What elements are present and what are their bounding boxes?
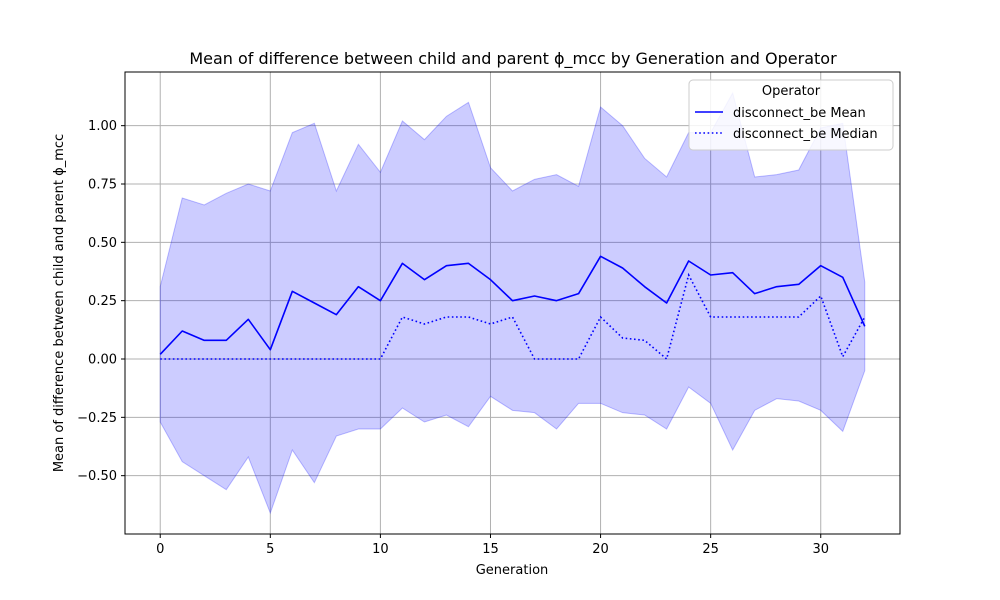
x-tick-label: 20: [592, 542, 609, 557]
legend-label-mean: disconnect_be Mean: [733, 106, 866, 121]
x-tick-label: 25: [702, 542, 719, 557]
series-line-median: [160, 272, 866, 361]
y-tick-label: −0.50: [77, 469, 117, 484]
x-axis-label: Generation: [476, 563, 549, 578]
y-tick-label: 1.00: [88, 119, 117, 134]
y-tick-label: 0.25: [88, 294, 117, 309]
y-tick-label: −0.25: [77, 411, 117, 426]
std-band: [159, 91, 866, 515]
y-axis-ticks: −0.50 −0.25 0.00 0.25 0.50 0.75 1.00: [77, 119, 125, 484]
x-tick-label: 0: [156, 542, 164, 557]
x-tick-label: 30: [812, 542, 829, 557]
x-axis-ticks: 0 5 10 15 20 25 30: [156, 534, 829, 557]
x-tick-label: 15: [482, 542, 499, 557]
y-tick-label: 0.50: [88, 236, 117, 251]
y-tick-label: 0.75: [88, 178, 117, 193]
x-tick-label: 10: [372, 542, 389, 557]
y-axis-label: Mean of difference between child and par…: [52, 134, 67, 472]
y-tick-label: 0.00: [88, 353, 117, 368]
chart-title: Mean of difference between child and par…: [189, 49, 837, 69]
legend-label-median: disconnect_be Median: [733, 127, 878, 142]
x-tick-label: 5: [266, 542, 274, 557]
plot-frame: [124, 71, 901, 535]
legend: Operator disconnect_be Mean disconnect_b…: [688, 79, 894, 151]
legend-box: [688, 79, 894, 151]
legend-title: Operator: [762, 84, 821, 99]
series-line-mean: [159, 255, 866, 355]
